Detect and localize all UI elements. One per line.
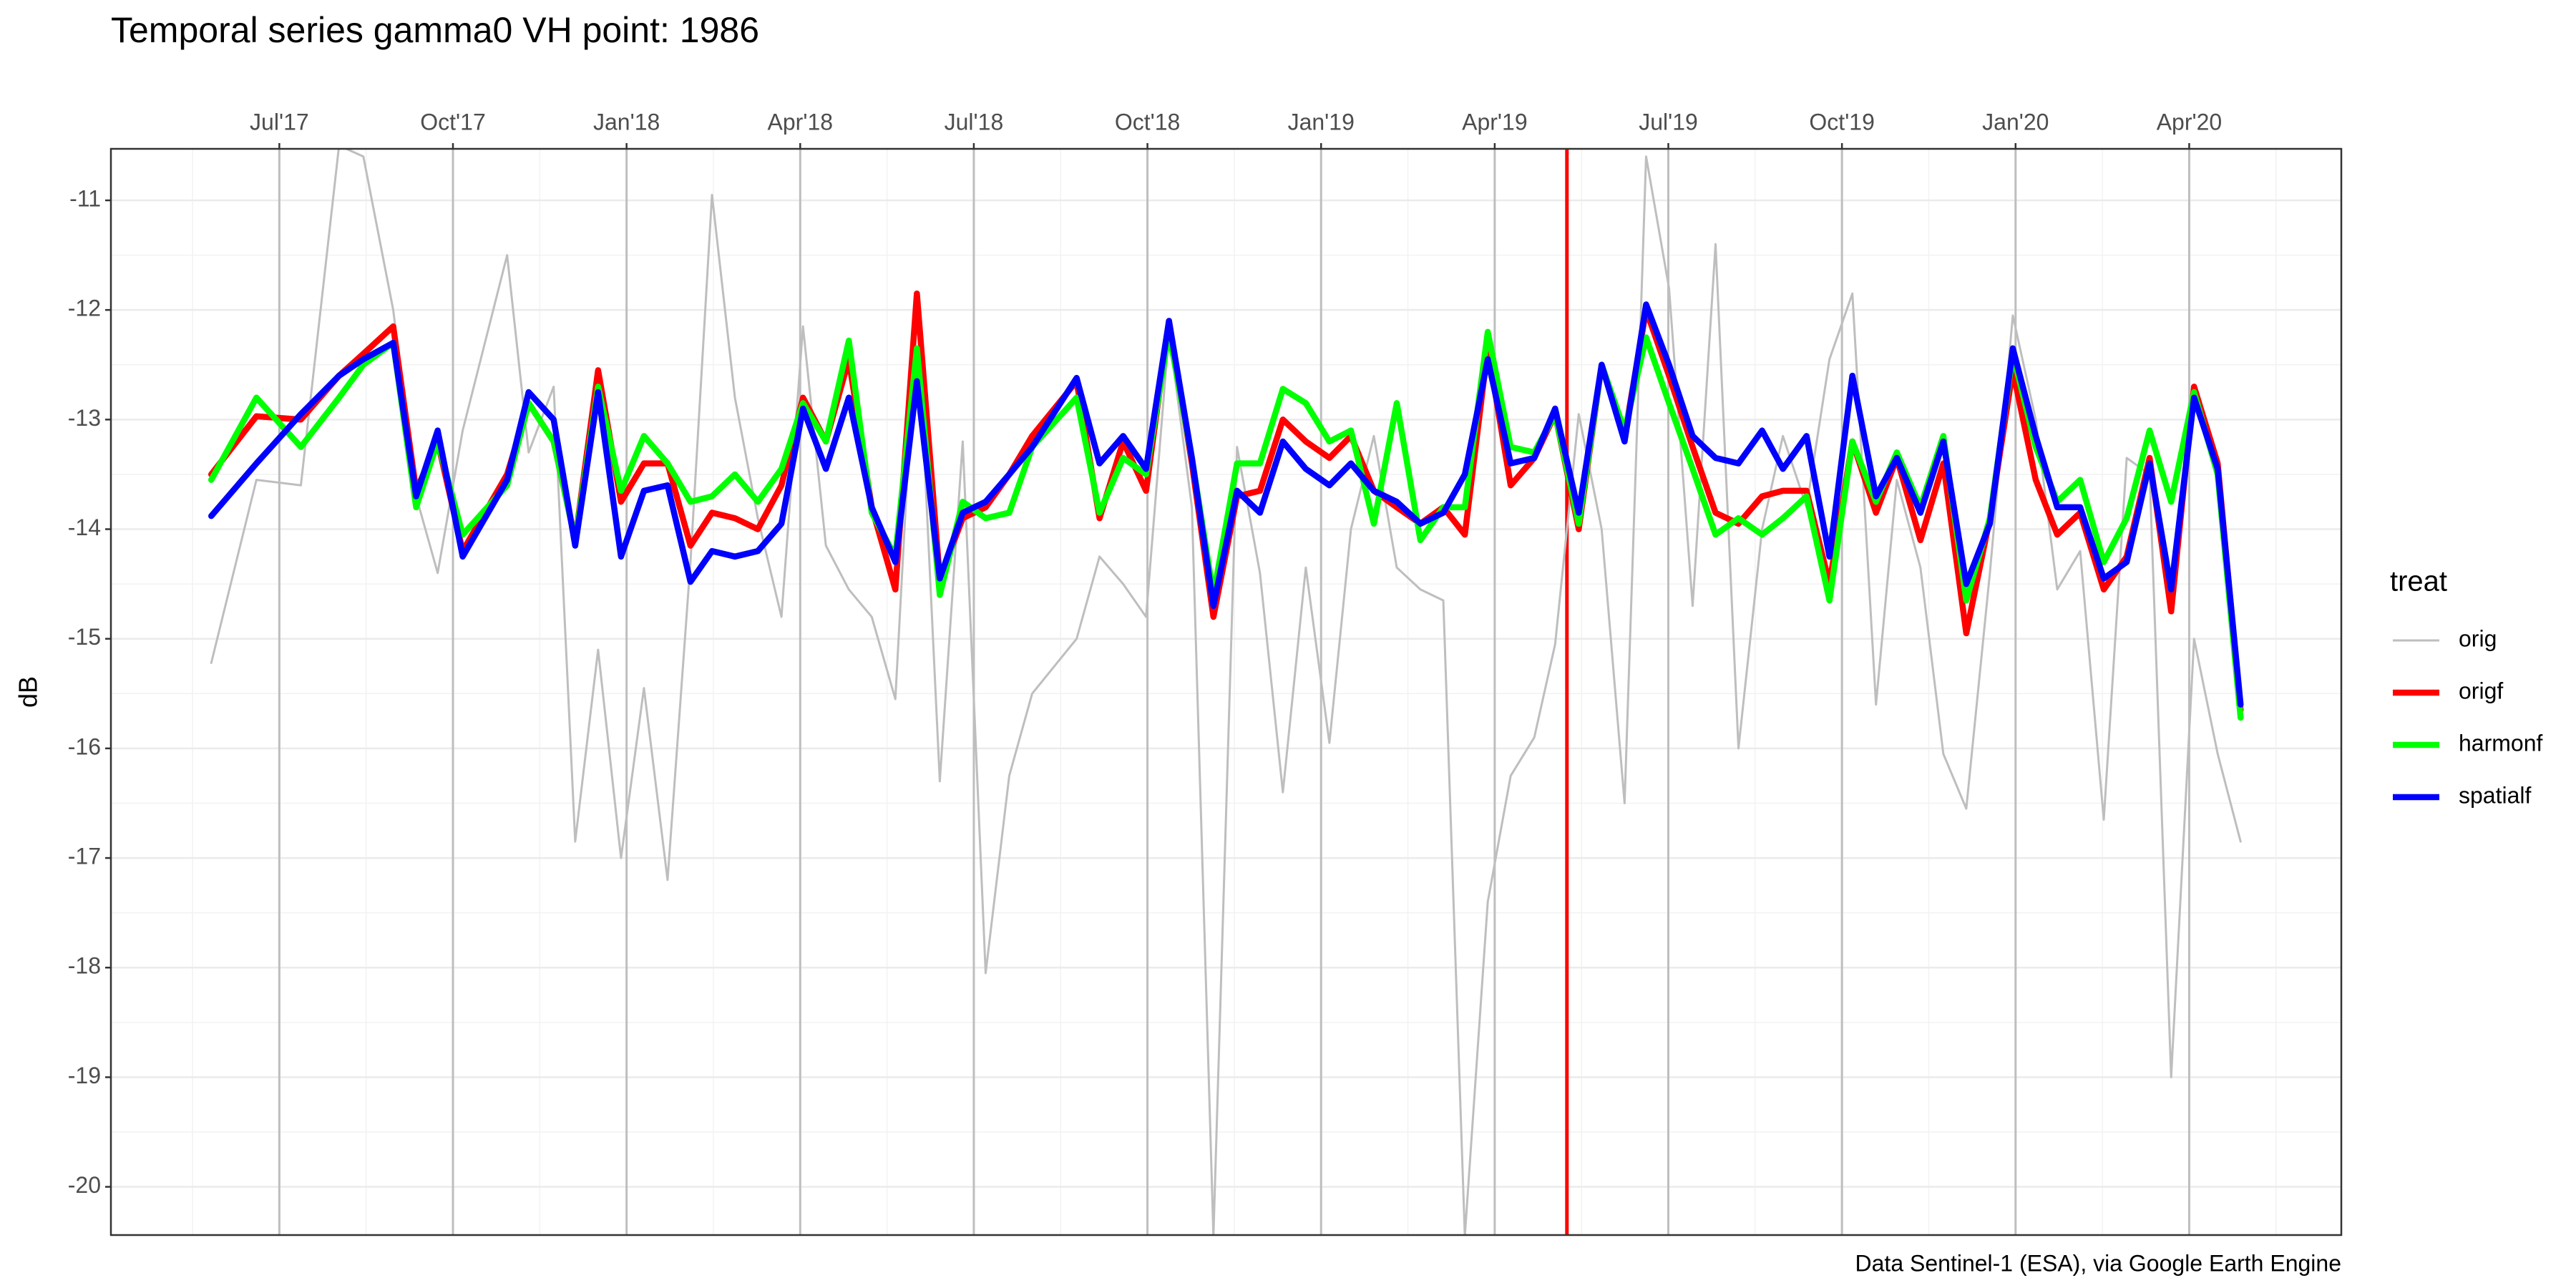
x-tick-label: Jul'18 bbox=[945, 109, 1004, 135]
y-tick-label: -18 bbox=[68, 953, 101, 979]
grid bbox=[111, 149, 2341, 1235]
y-tick-label: -20 bbox=[68, 1172, 101, 1198]
x-tick-label: Oct'18 bbox=[1115, 109, 1180, 135]
y-tick-label: -14 bbox=[68, 514, 101, 540]
x-tick-label: Oct'17 bbox=[420, 109, 485, 135]
x-tick-label: Jul'17 bbox=[250, 109, 309, 135]
series-line bbox=[208, 301, 2244, 708]
legend-title: treat bbox=[2390, 566, 2447, 597]
x-tick-label: Jan'20 bbox=[1982, 109, 2049, 135]
y-tick-label: -17 bbox=[68, 844, 101, 869]
plot-area bbox=[208, 149, 2244, 1235]
x-tick-label: Jul'19 bbox=[1639, 109, 1698, 135]
panel-background bbox=[111, 149, 2341, 1235]
y-tick-label: -13 bbox=[68, 405, 101, 431]
panel-border bbox=[109, 147, 2343, 1236]
y-tick-label: -16 bbox=[68, 733, 101, 759]
legend-label: spatialf bbox=[2459, 782, 2532, 808]
series-line bbox=[210, 149, 2242, 1235]
y-tick-label: -12 bbox=[68, 296, 101, 321]
legend: orig origf harmonf spatialf bbox=[2393, 625, 2543, 808]
y-tick-label: -19 bbox=[68, 1063, 101, 1088]
x-tick-label: Apr'20 bbox=[2157, 109, 2223, 135]
chart-title: Temporal series gamma0 VH point: 1986 bbox=[111, 10, 759, 50]
x-tick-label: Jan'18 bbox=[593, 109, 660, 135]
axes: -11 -12 -13 -14 -15 -16 -17 -18 -19 -20 Jul'17 Oct'… bbox=[68, 109, 2222, 1198]
y-axis-label: dB bbox=[14, 676, 43, 708]
legend-label: orig bbox=[2459, 625, 2497, 651]
series-line bbox=[208, 290, 2244, 713]
x-tick-label: Apr'19 bbox=[1462, 109, 1528, 135]
x-tick-label: Oct'19 bbox=[1809, 109, 1874, 135]
y-tick-label: -15 bbox=[68, 624, 101, 650]
legend-label: origf bbox=[2459, 678, 2503, 703]
x-tick-label: Jan'19 bbox=[1288, 109, 1355, 135]
y-tick-label: -11 bbox=[69, 185, 101, 211]
legend-label: harmonf bbox=[2459, 730, 2543, 756]
x-tick-label: Apr'18 bbox=[768, 109, 834, 135]
caption: Data Sentinel-1 (ESA), via Google Earth … bbox=[1855, 1250, 2341, 1276]
